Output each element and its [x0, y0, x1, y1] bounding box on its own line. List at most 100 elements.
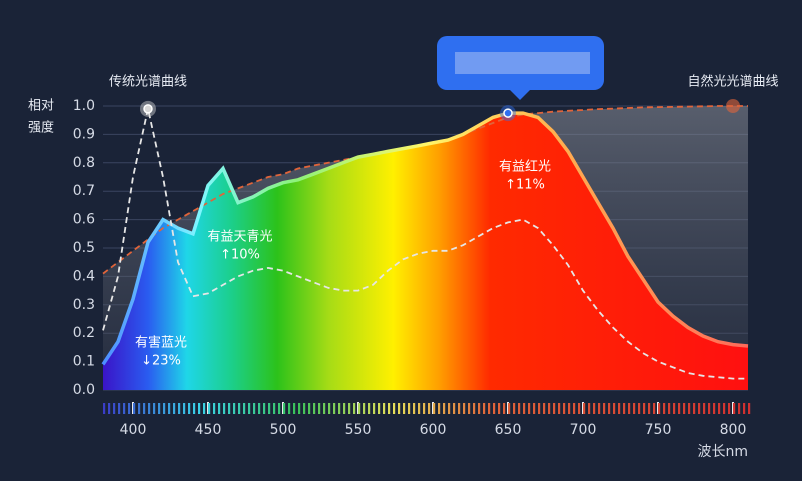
band-dash	[298, 403, 301, 414]
band-dash	[743, 403, 746, 414]
band-dash	[253, 403, 256, 414]
band-dash	[423, 403, 426, 414]
series-label: 自然光光谱曲线	[687, 74, 778, 90]
tooltip-pointer	[510, 90, 530, 100]
band-dash	[623, 403, 626, 414]
band-dash	[563, 403, 566, 414]
band-dash	[243, 403, 246, 414]
band-dash	[403, 403, 406, 414]
spectrum-edge	[101, 111, 749, 366]
y-tick-label: 0.6	[73, 212, 95, 228]
y-tick-label: 0.2	[73, 325, 95, 341]
band-dash	[418, 403, 421, 414]
annotation: 有益红光	[499, 159, 551, 175]
y-tick-label: 0.0	[73, 382, 95, 398]
band-dash	[698, 403, 701, 414]
band-dash	[518, 403, 521, 414]
y-tick-label: 0.8	[73, 155, 95, 171]
band-dash	[608, 403, 611, 414]
band-dash	[173, 403, 176, 414]
band-dash	[738, 403, 741, 414]
band-dash	[293, 403, 296, 414]
band-dash	[413, 403, 416, 414]
band-dash	[123, 403, 126, 414]
band-dash	[438, 403, 441, 414]
band-dash	[653, 403, 656, 414]
band-dash	[138, 403, 141, 414]
band-dash	[128, 403, 131, 414]
band-dash	[153, 403, 156, 414]
x-tick-label: 400	[120, 422, 147, 438]
band-dash	[338, 403, 341, 414]
band-dash	[628, 403, 631, 414]
band-dash	[513, 403, 516, 414]
band-dash	[318, 403, 321, 414]
peak-marker	[503, 108, 513, 118]
band-dash	[558, 403, 561, 414]
band-dash	[548, 403, 551, 414]
band-dash	[288, 403, 291, 414]
band-dash	[208, 403, 211, 414]
band-dash	[378, 403, 381, 414]
band-dash	[538, 403, 541, 414]
band-dash	[313, 403, 316, 414]
x-axis-label: 波长nm	[697, 444, 748, 460]
band-dash	[283, 403, 286, 414]
band-dash	[428, 403, 431, 414]
band-dash	[433, 403, 436, 414]
band-dash	[723, 403, 726, 414]
band-dash	[168, 403, 171, 414]
band-dash	[158, 403, 161, 414]
band-dash	[393, 403, 396, 414]
band-dash	[568, 403, 571, 414]
band-dash	[588, 403, 591, 414]
band-dash	[408, 403, 411, 414]
band-dash	[748, 403, 751, 414]
band-dash	[458, 403, 461, 414]
band-dash	[398, 403, 401, 414]
band-dash	[463, 403, 466, 414]
band-dash	[728, 403, 731, 414]
peak-marker	[143, 104, 153, 114]
band-dash	[503, 403, 506, 414]
band-dash	[443, 403, 446, 414]
band-dash	[373, 403, 376, 414]
band-dash	[148, 403, 151, 414]
band-dash	[383, 403, 386, 414]
x-tick-label: 600	[420, 422, 447, 438]
band-dash	[233, 403, 236, 414]
y-axis-label: 强度	[28, 120, 54, 136]
band-dash	[688, 403, 691, 414]
band-dash	[163, 403, 166, 414]
band-dash	[638, 403, 641, 414]
band-dash	[523, 403, 526, 414]
band-dash	[693, 403, 696, 414]
band-dash	[303, 403, 306, 414]
band-dash	[263, 403, 266, 414]
band-dash	[348, 403, 351, 414]
y-tick-label: 0.4	[73, 268, 95, 284]
band-dash	[323, 403, 326, 414]
band-dash	[453, 403, 456, 414]
band-dash	[238, 403, 241, 414]
band-dash	[528, 403, 531, 414]
band-dash	[478, 403, 481, 414]
band-dash	[368, 403, 371, 414]
series-label: 传统光谱曲线	[109, 75, 187, 90]
band-dash	[668, 403, 671, 414]
band-dash	[258, 403, 261, 414]
x-tick-label: 650	[495, 422, 522, 438]
band-dash	[363, 403, 366, 414]
band-dash	[683, 403, 686, 414]
band-dash	[603, 403, 606, 414]
band-dash	[488, 403, 491, 414]
band-dash	[213, 403, 216, 414]
band-dash	[543, 403, 546, 414]
band-dash	[448, 403, 451, 414]
band-dash	[598, 403, 601, 414]
band-dash	[663, 403, 666, 414]
band-dash	[193, 403, 196, 414]
band-dash	[358, 403, 361, 414]
